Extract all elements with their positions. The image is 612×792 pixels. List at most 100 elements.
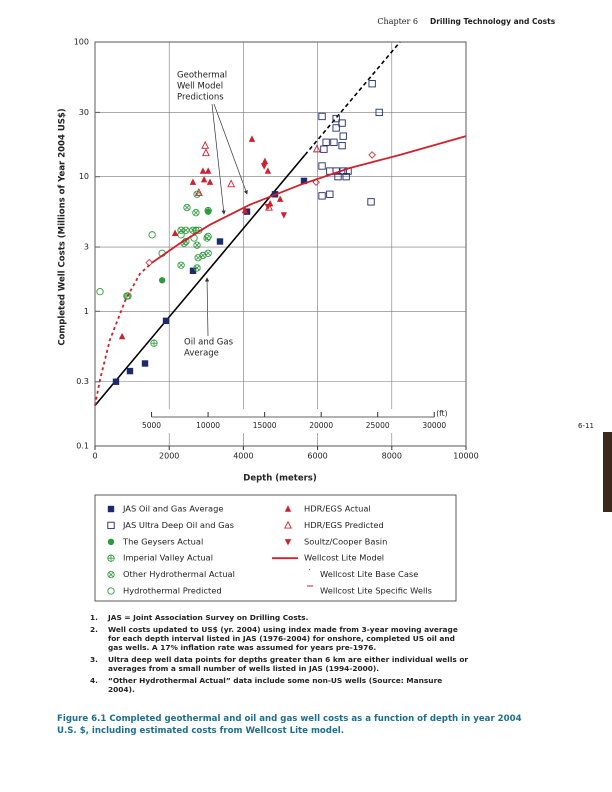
marker-part [200,252,206,258]
marker-part [248,135,256,142]
legend-item: Wellcost Lite Specific Wells [307,585,432,596]
data-point [202,148,210,157]
legend-item: HDR/EGS Actual [284,504,371,514]
marker-part [203,234,211,242]
marker-part [194,254,202,262]
marker-part [145,258,153,267]
note: 1. JAS = Joint Association Survey on Dril… [90,613,470,622]
annotation: Average [184,349,219,359]
legend-swatch [107,554,115,562]
legend-box [94,494,457,602]
data-point [312,144,321,153]
marker-part [141,360,149,367]
data-point [204,167,212,174]
x-tick-label: 0 [92,452,97,461]
marker-part [182,226,190,234]
y-tick-label: 3 [84,243,89,252]
y-tick-label: 0.3 [76,377,89,386]
marker-part [332,124,340,132]
marker-part [205,250,211,256]
model-curve [151,135,467,264]
legend-item: Wellcost Lite Base Case [309,569,418,579]
plot-frame [94,41,467,447]
data-point [204,249,212,257]
marker-part [338,141,346,150]
legend-label: Hydrothermal Predicted [123,586,222,596]
legend-swatch [107,570,115,579]
marker-part [375,108,383,117]
marker-part [367,198,375,206]
marker-part [126,367,134,375]
note-number: 2. [90,625,98,634]
data-point [162,317,170,325]
legend-item: Other Hydrothermal Actual [107,569,235,579]
note-text: JAS = Joint Association Survey on Drilli… [108,613,309,622]
marker-part [177,226,185,234]
marker-part [201,140,210,149]
data-point [264,167,272,174]
marker-part [177,231,185,239]
annotation: Oil and Gas [184,338,234,348]
marker-part [162,317,170,325]
ft-tick-label: 10000 [196,421,220,430]
y-axis-label: Completed Well Costs (Millions of Year 2… [58,108,68,345]
ft-tick-label: 20000 [309,421,333,430]
marker-part [96,288,104,296]
marker-part [284,520,292,529]
legend-label: HDR/EGS Predicted [304,520,384,530]
marker-part [241,206,249,214]
data-point [204,232,212,241]
legend-label: Other Hydrothermal Actual [123,569,235,579]
data-point [141,360,149,367]
legend-item: HDR/EGS Predicted [284,520,384,530]
note: 2. Well costs updated to US$ (yr. 2004) u… [90,625,470,652]
marker-part [194,188,203,196]
x-tick-label: 8000 [382,452,402,461]
chapter-tab [603,432,612,512]
marker-part [107,587,115,595]
data-point [201,140,210,149]
data-point [375,108,383,117]
marker-part [204,249,212,257]
marker-part [118,332,126,340]
legend-swatch [107,538,115,545]
ft-tick-label: 5000 [142,421,161,430]
ft-axis-bg [121,409,465,433]
marker-part [189,226,197,234]
legend-item: Imperial Valley Actual [107,553,213,563]
marker-part [107,521,115,530]
marker-part [332,114,340,123]
data-point [227,179,236,188]
marker-part [107,570,115,579]
legend-swatch [284,539,292,546]
legend-item: Hydrothermal Predicted [107,586,222,596]
data-point [338,141,346,150]
marker-part [339,132,347,140]
annotation: Well Model [177,82,223,92]
legend-label: Wellcost Lite Base Case [320,569,418,579]
data-point [150,339,158,347]
data-point [206,178,214,185]
y-tick-label: 0.1 [76,442,89,451]
ft-axis-label: (ft) [436,409,447,418]
x-tick-label: 4000 [233,452,253,461]
annotation-arrow [204,277,210,337]
note-text: Ultra deep well data points for depths g… [108,655,469,673]
marker-part [193,210,199,216]
data-point [320,145,328,153]
data-point [171,229,179,236]
marker-part [334,173,342,181]
marker-part [284,539,292,546]
data-point [318,192,326,200]
data-point [124,292,132,300]
marker-part [200,175,208,183]
marker-part [204,207,212,214]
legend-swatch [107,521,115,530]
data-point [300,177,308,185]
marker-part [216,238,224,245]
legend-item: JAS Oil and Gas Average [107,504,223,514]
x-axis-label: Depth (meters) [243,474,317,484]
note-number: 4. [90,676,98,685]
ft-tick-label: 25000 [366,421,390,430]
